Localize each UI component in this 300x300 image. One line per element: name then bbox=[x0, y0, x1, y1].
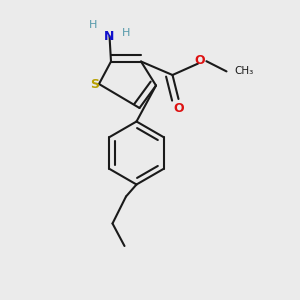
Text: H: H bbox=[122, 28, 130, 38]
Text: O: O bbox=[173, 101, 184, 115]
Text: S: S bbox=[90, 77, 99, 91]
Text: CH₃: CH₃ bbox=[234, 66, 253, 76]
Text: O: O bbox=[194, 53, 205, 67]
Text: N: N bbox=[104, 29, 115, 43]
Text: H: H bbox=[89, 20, 97, 31]
